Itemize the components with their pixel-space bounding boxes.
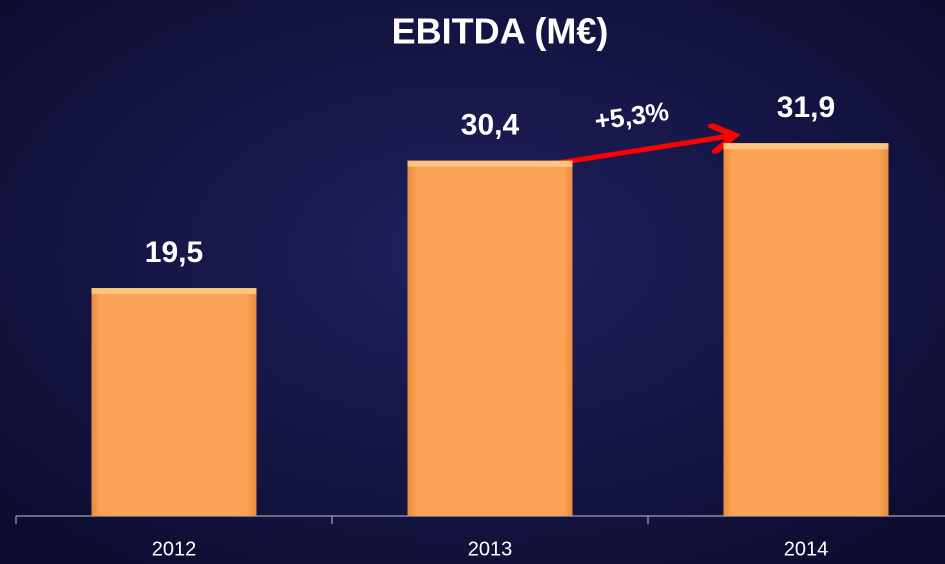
bar-top-edge <box>723 143 889 150</box>
x-tick-label: 2012 <box>152 538 197 560</box>
bar-shade <box>91 288 257 516</box>
growth-arrow <box>557 136 730 166</box>
value-label: 19,5 <box>145 236 203 269</box>
bar-shade <box>723 143 889 516</box>
x-tick-label: 2013 <box>468 538 513 560</box>
chart-title: EBITDA (M€) <box>392 11 609 52</box>
value-label: 31,9 <box>777 91 835 124</box>
x-tick-label: 2014 <box>784 538 829 560</box>
bar-shade <box>407 160 573 517</box>
bar-top-edge <box>91 288 257 295</box>
value-label: 30,4 <box>461 109 520 142</box>
bar-top-edge <box>407 160 573 167</box>
